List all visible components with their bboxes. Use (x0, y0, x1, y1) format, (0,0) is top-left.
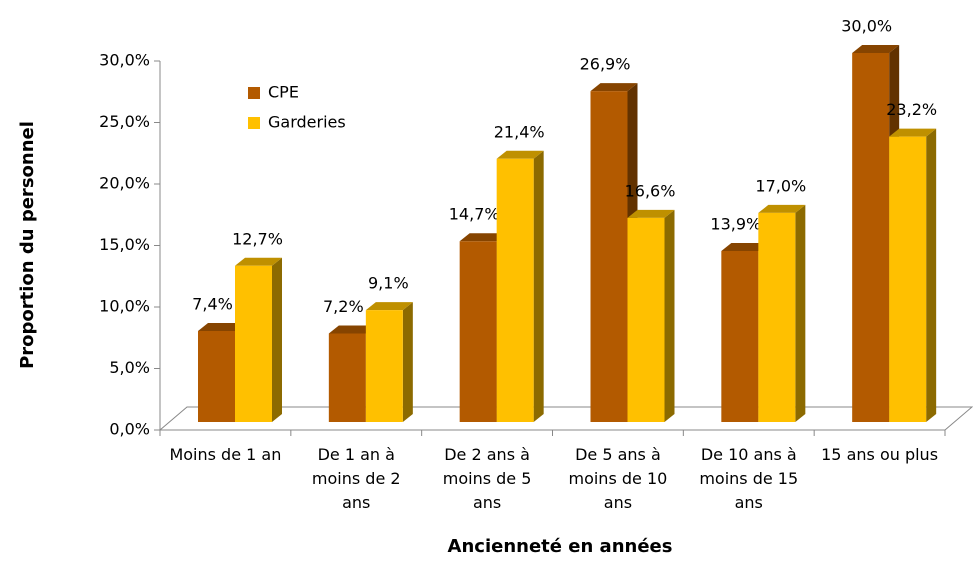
y-tick-label: 15,0% (99, 235, 150, 254)
bar-face (459, 241, 497, 422)
bar (627, 209, 675, 422)
bar-face (328, 333, 366, 422)
x-tick-label: 15 ans ou plus (821, 445, 939, 464)
bar-face (235, 257, 282, 266)
legend-swatch (248, 87, 260, 99)
y-tick-label: 25,0% (99, 112, 150, 131)
data-label: 16,6% (625, 181, 676, 200)
bar-face (758, 212, 796, 422)
bar-face (328, 325, 376, 334)
bar (758, 204, 806, 422)
data-label: 23,2% (886, 100, 937, 119)
bar-face (795, 204, 806, 422)
y-tick-label: 5,0% (109, 358, 150, 377)
bar-face (852, 45, 900, 53)
bar-face (496, 158, 534, 422)
y-tick-label: 10,0% (99, 297, 150, 316)
bar-face (459, 233, 507, 242)
data-label: 26,9% (580, 55, 631, 74)
data-label: 7,4% (192, 294, 233, 313)
bar-face (590, 91, 628, 422)
y-tick-label: 20,0% (99, 174, 150, 193)
bar-face (721, 251, 759, 422)
bar (496, 150, 544, 422)
bar-face (889, 136, 927, 422)
bar-face (198, 322, 245, 331)
y-tick-label: 30,0% (99, 51, 150, 70)
bar-face (889, 128, 937, 137)
x-tick-label: De 1 an à moins de 2 ans (311, 445, 401, 512)
bar-face (852, 53, 890, 422)
bar-face (533, 150, 544, 422)
bar-face (627, 217, 665, 422)
data-label: 9,1% (368, 274, 409, 293)
bar-face (758, 204, 806, 213)
bar-face (590, 83, 638, 92)
bar-face (365, 302, 413, 311)
bar-face (365, 310, 403, 422)
legend-label: CPE (268, 83, 299, 102)
data-label: 17,0% (755, 176, 806, 195)
legend-swatch (248, 117, 260, 129)
x-tick-label: De 10 ans à moins de 15 ans (699, 445, 799, 512)
bar-face (926, 128, 937, 422)
data-label: 12,7% (232, 229, 283, 248)
bar-face (198, 330, 235, 422)
data-label: 30,0% (841, 17, 892, 36)
data-label: 14,7% (449, 205, 500, 224)
x-axis-title: Ancienneté en années (448, 536, 673, 557)
y-tick-label: 0,0% (109, 420, 150, 439)
legend-label: Garderies (268, 113, 346, 132)
x-tick-label: Moins de 1 an (169, 445, 282, 464)
y-axis-title: Proportion du personnel (17, 121, 38, 369)
data-label: 13,9% (710, 215, 761, 234)
bar-face (721, 243, 769, 252)
x-tick-label: De 5 ans à moins de 10 ans (568, 445, 668, 512)
bar-face (664, 209, 675, 422)
bar (365, 302, 413, 422)
bar-face (272, 257, 282, 422)
x-tick-label: De 2 ans à moins de 5 ans (442, 445, 532, 512)
bar-face (496, 150, 544, 159)
bar (889, 128, 937, 422)
data-label: 21,4% (494, 122, 545, 141)
bar-face (402, 302, 413, 422)
bar-face (627, 209, 675, 218)
data-label: 7,2% (323, 297, 364, 316)
bar (235, 257, 282, 422)
bar-face (235, 265, 272, 422)
